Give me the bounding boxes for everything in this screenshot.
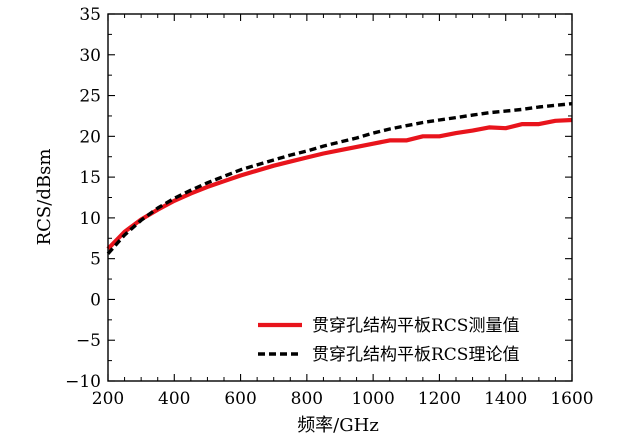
y-tick-label: 20 — [79, 127, 101, 147]
x-tick-label: 1400 — [484, 389, 527, 409]
y-tick-label: 0 — [90, 290, 101, 310]
y-tick-label: 5 — [90, 250, 101, 270]
x-tick-label: 800 — [291, 389, 323, 409]
y-tick-label: −10 — [65, 372, 101, 392]
x-tick-label: 1200 — [418, 389, 461, 409]
axis-ticks — [107, 13, 573, 382]
legend-label: 贯穿孔结构平板RCS理论值 — [312, 345, 519, 365]
y-tick-label: 35 — [79, 5, 101, 25]
plot-lines — [106, 102, 573, 255]
y-tick-label: 30 — [79, 46, 101, 66]
series-line-measured — [106, 117, 573, 251]
y-tick-label: 25 — [79, 87, 101, 107]
series-line-theoretical — [106, 102, 573, 255]
x-axis-label: 频率/GHz — [297, 415, 379, 436]
x-tick-label: 1000 — [352, 389, 395, 409]
y-axis-label: RCS/dBsm — [34, 149, 55, 246]
x-tick-label: 400 — [158, 389, 190, 409]
x-tick-label: 1600 — [550, 389, 593, 409]
y-tick-label: 15 — [79, 168, 101, 188]
y-tick-label: −5 — [76, 331, 101, 351]
x-tick-label: 200 — [92, 389, 124, 409]
x-tick-label: 600 — [224, 389, 256, 409]
y-tick-label: 10 — [79, 209, 101, 229]
legend-label: 贯穿孔结构平板RCS测量值 — [312, 316, 519, 336]
axis-tick-labels: 200 400 600 800 1000 1200 1400 1600 −10 −5 0 5 10 15 2… — [65, 5, 594, 409]
